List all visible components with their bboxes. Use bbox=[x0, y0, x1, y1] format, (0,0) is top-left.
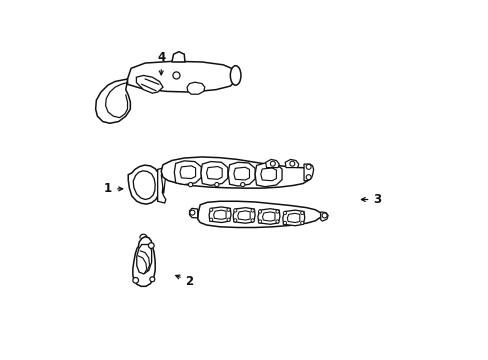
Circle shape bbox=[133, 278, 138, 283]
Polygon shape bbox=[187, 82, 204, 94]
Polygon shape bbox=[96, 79, 130, 123]
Circle shape bbox=[209, 208, 212, 211]
Circle shape bbox=[173, 72, 180, 79]
Circle shape bbox=[275, 210, 279, 213]
Polygon shape bbox=[133, 171, 155, 199]
Circle shape bbox=[189, 210, 195, 215]
Circle shape bbox=[240, 183, 244, 187]
Circle shape bbox=[283, 211, 286, 215]
Circle shape bbox=[300, 221, 303, 225]
Text: 3: 3 bbox=[361, 193, 381, 206]
Circle shape bbox=[322, 213, 326, 218]
Circle shape bbox=[233, 209, 236, 212]
Polygon shape bbox=[262, 212, 274, 221]
Circle shape bbox=[270, 161, 275, 166]
Polygon shape bbox=[265, 159, 279, 168]
Circle shape bbox=[300, 211, 303, 215]
Polygon shape bbox=[260, 168, 276, 181]
Circle shape bbox=[289, 161, 294, 166]
Polygon shape bbox=[228, 162, 255, 186]
Polygon shape bbox=[304, 164, 313, 181]
Circle shape bbox=[258, 210, 261, 213]
Circle shape bbox=[275, 220, 279, 223]
Circle shape bbox=[148, 243, 154, 248]
Polygon shape bbox=[127, 61, 235, 92]
Text: 1: 1 bbox=[104, 183, 122, 195]
Circle shape bbox=[226, 218, 230, 221]
Circle shape bbox=[305, 175, 310, 180]
Polygon shape bbox=[237, 211, 250, 220]
Polygon shape bbox=[206, 167, 222, 179]
Circle shape bbox=[258, 220, 261, 223]
Polygon shape bbox=[320, 212, 327, 221]
Polygon shape bbox=[233, 208, 255, 223]
Polygon shape bbox=[171, 52, 184, 62]
Polygon shape bbox=[133, 237, 155, 286]
Polygon shape bbox=[255, 163, 282, 187]
Circle shape bbox=[305, 165, 310, 169]
Polygon shape bbox=[258, 209, 279, 224]
Polygon shape bbox=[189, 208, 197, 218]
Polygon shape bbox=[201, 162, 227, 185]
Circle shape bbox=[209, 218, 212, 221]
Circle shape bbox=[149, 277, 155, 282]
Circle shape bbox=[250, 219, 254, 222]
Circle shape bbox=[250, 209, 254, 212]
Text: 2: 2 bbox=[175, 275, 193, 288]
Polygon shape bbox=[180, 166, 195, 179]
Text: 4: 4 bbox=[157, 51, 165, 75]
Polygon shape bbox=[213, 210, 225, 219]
Circle shape bbox=[214, 183, 219, 187]
Polygon shape bbox=[285, 159, 298, 168]
Polygon shape bbox=[197, 201, 320, 228]
Polygon shape bbox=[137, 244, 151, 274]
Circle shape bbox=[283, 221, 286, 225]
Polygon shape bbox=[161, 175, 165, 193]
Polygon shape bbox=[233, 167, 249, 180]
Polygon shape bbox=[282, 210, 304, 226]
Polygon shape bbox=[161, 157, 309, 188]
Circle shape bbox=[188, 183, 192, 187]
Polygon shape bbox=[128, 165, 160, 204]
Polygon shape bbox=[157, 168, 166, 203]
Polygon shape bbox=[136, 76, 163, 93]
Circle shape bbox=[233, 219, 236, 222]
Polygon shape bbox=[174, 161, 201, 185]
Ellipse shape bbox=[230, 66, 241, 85]
Circle shape bbox=[226, 208, 230, 211]
Polygon shape bbox=[209, 207, 230, 222]
Polygon shape bbox=[287, 213, 299, 222]
